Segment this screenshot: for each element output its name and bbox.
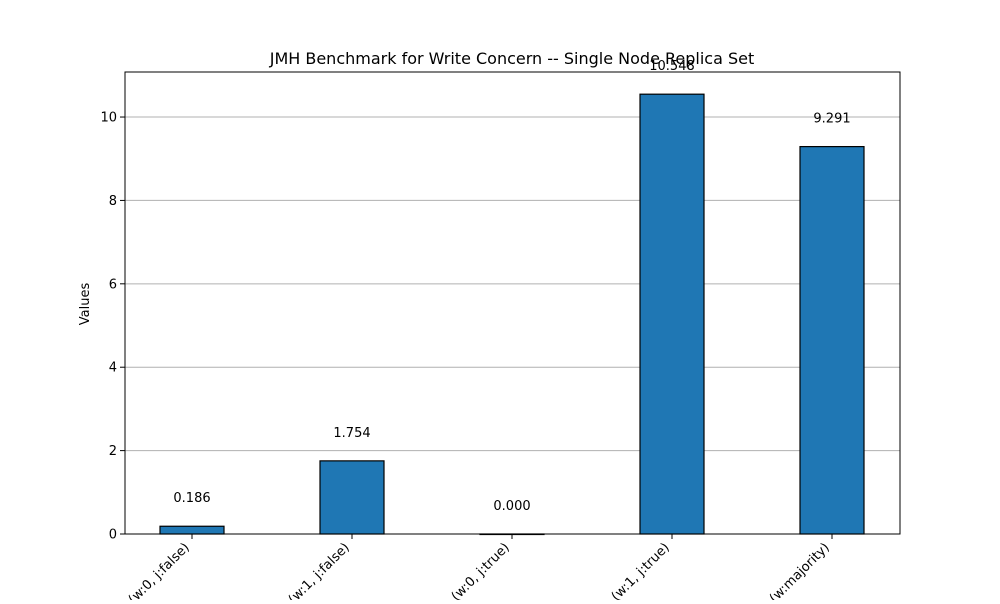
bar (159, 525, 225, 535)
gridlines (125, 116, 900, 535)
bar (639, 93, 705, 535)
bar-value-labels: 0.186 1.754 0.000 10.548 9.291 (173, 59, 850, 514)
bar-value-label: 0.000 (493, 499, 530, 514)
bar-value-label: 0.186 (173, 491, 210, 506)
y-axis-ticks: 0 2 4 6 8 10 (100, 111, 125, 543)
bars (159, 93, 865, 536)
plot-area-border (124, 71, 901, 535)
x-tick-label: (w:0, j:true) (449, 540, 513, 600)
x-axis-ticks: (w:0, j:false) (w:1, j:false) (w:0, j:true… (126, 534, 833, 600)
y-tick-label: 10 (100, 111, 117, 126)
bar-value-label: 1.754 (333, 426, 370, 441)
y-tick-label: 0 (109, 528, 117, 543)
bar-value-label: 9.291 (813, 112, 850, 127)
chart-title: JMH Benchmark for Write Concern -- Singl… (269, 49, 755, 68)
x-tick-label: (w:majority) (767, 540, 833, 600)
bar (319, 460, 385, 535)
y-tick-label: 6 (109, 277, 117, 292)
x-tick-label: (w:1, j:true) (609, 540, 673, 600)
bar (799, 145, 865, 535)
bar-value-label: 10.548 (649, 59, 695, 74)
y-tick-label: 8 (109, 194, 117, 209)
y-axis-label: Values (78, 283, 93, 326)
y-tick-label: 2 (109, 444, 117, 459)
y-tick-label: 4 (109, 361, 117, 376)
x-tick-label: (w:0, j:false) (126, 540, 193, 600)
plot-frame (124, 71, 901, 535)
x-tick-label: (w:1, j:false) (286, 540, 353, 600)
